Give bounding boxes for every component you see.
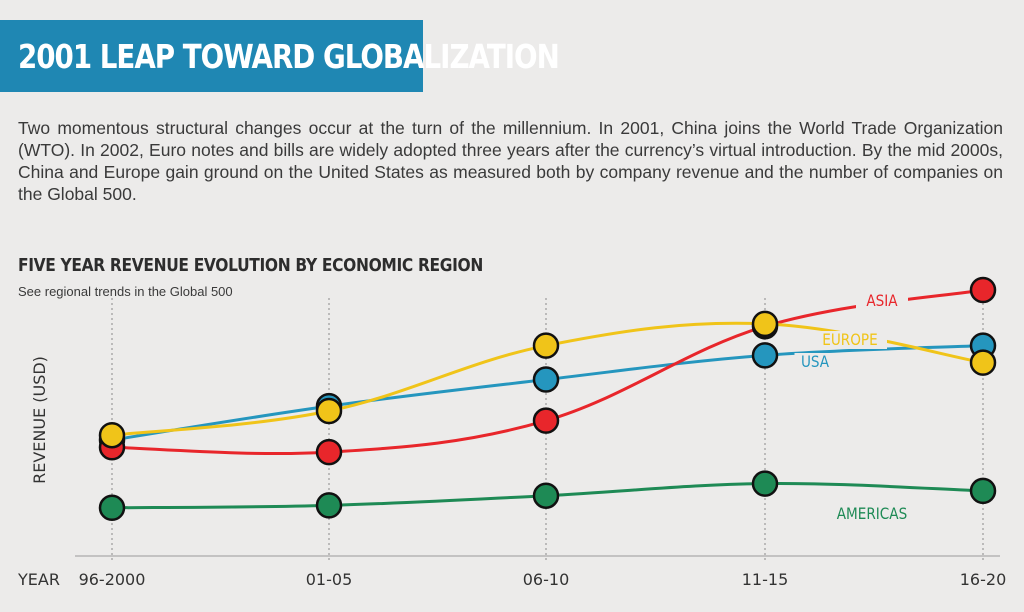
- y-axis-label: REVENUE (USD): [30, 356, 49, 484]
- data-point-europe: [969, 349, 997, 376]
- data-point-europe: [98, 421, 126, 449]
- x-tick-label: 01-05: [306, 570, 353, 589]
- series-label-europe: EUROPE: [822, 331, 877, 349]
- data-point-americas: [751, 470, 779, 497]
- chart-subtitle: See regional trends in the Global 500: [18, 284, 233, 299]
- intro-paragraph: Two momentous structural changes occur a…: [18, 118, 1003, 204]
- x-tick-label: 06-10: [523, 570, 570, 589]
- data-point-americas: [98, 494, 126, 522]
- data-point-asia: [532, 407, 560, 434]
- chart-title: FIVE YEAR REVENUE EVOLUTION BY ECONOMIC …: [18, 255, 483, 276]
- series-label-background: [813, 331, 887, 349]
- data-point-americas: [969, 477, 997, 505]
- data-point-europe: [751, 310, 779, 338]
- series-label-asia: ASIA: [866, 292, 898, 310]
- x-tick-label: 11-15: [742, 570, 789, 589]
- data-point-europe: [532, 332, 560, 359]
- series-label-americas: AMERICAS: [837, 505, 907, 523]
- x-tick-labels: 96-2000 01-05 06-10 11-15 16-20: [79, 570, 1007, 589]
- data-point-americas: [315, 492, 343, 519]
- series-label-usa: USA: [801, 353, 830, 371]
- series-label-background: [856, 292, 908, 310]
- data-point-asia: [315, 438, 343, 466]
- series-labels: AMERICAS USA ASIA EUROPE: [794, 292, 920, 523]
- data-point-usa: [751, 342, 779, 369]
- x-axis-label: YEAR: [17, 570, 60, 589]
- series-markers: [98, 276, 997, 522]
- data-point-americas: [532, 482, 560, 509]
- series-label-background: [794, 353, 836, 371]
- data-point-asia: [969, 276, 997, 304]
- x-tick-label: 96-2000: [79, 570, 146, 589]
- series-label-background: [824, 505, 920, 523]
- series-lines: [110, 288, 985, 510]
- data-point-usa: [532, 366, 560, 393]
- title-banner: 2001 LEAP TOWARD GLOBALIZATION: [0, 20, 560, 92]
- x-tick-label: 16-20: [960, 570, 1007, 589]
- data-point-europe: [315, 397, 343, 425]
- page-title: 2001 LEAP TOWARD GLOBALIZATION: [18, 36, 560, 76]
